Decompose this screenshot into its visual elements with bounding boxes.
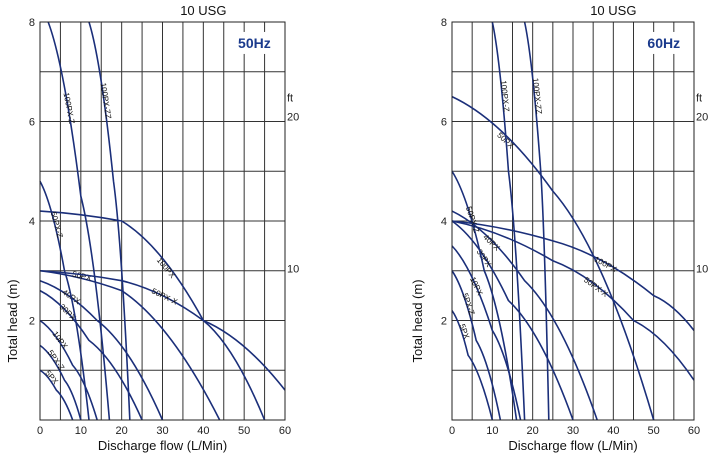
plot-frame — [451, 21, 695, 421]
ft-tick-label: 10 — [696, 263, 708, 275]
curve-5px — [451, 310, 494, 421]
x-axis-title: Discharge flow (L/Min) — [508, 438, 637, 453]
curve-30px — [39, 289, 143, 421]
y-tick-label: 6 — [441, 117, 447, 129]
curve-label: 5PX-Z — [460, 292, 476, 316]
curve-label: 50PX-X — [150, 286, 179, 306]
x-axis-title: Discharge flow (L/Min) — [98, 438, 227, 453]
curve-label: 50PX-X — [582, 275, 610, 299]
chart-panel-60hz: 0 10 20 30 40 50 60 2 4 6 8 ft 10 20 10 USG 60Hz Dischar… — [410, 3, 708, 453]
x-tick-label: 30 — [156, 425, 168, 437]
curve-label: 5PX — [43, 369, 60, 387]
x-tick-label: 40 — [197, 425, 209, 437]
x-tick-label: 50 — [238, 425, 250, 437]
x-tick-label: 0 — [449, 425, 455, 437]
curve-label: 100PX — [155, 256, 178, 281]
x-tick-label: 30 — [567, 425, 579, 437]
x-tick-label: 10 — [75, 425, 87, 437]
ft-tick-label: 20 — [287, 112, 299, 124]
curve-label: 5PX-Z — [46, 348, 66, 372]
y-axis-title: Total head (m) — [5, 279, 20, 362]
curve-100px-zz — [88, 21, 131, 421]
frequency-badge: 60Hz — [647, 35, 680, 51]
usg-label: 10 USG — [180, 3, 226, 18]
curve-50px — [451, 95, 655, 421]
curve-label: 100PX — [593, 255, 619, 275]
curve-label: 100PX-ZZ — [531, 78, 544, 115]
y-axis-title: Total head (m) — [410, 279, 425, 362]
curve-10px — [451, 245, 522, 421]
ft-unit-label: ft — [696, 93, 702, 105]
curve-label: 5PX — [458, 323, 472, 341]
y-tick-label: 2 — [29, 316, 35, 328]
plot-frame — [39, 21, 286, 421]
curve-label: 100PX-Z — [499, 80, 511, 112]
x-tick-label: 60 — [279, 425, 291, 437]
curve-10px — [39, 319, 98, 421]
curve-100px-z — [491, 21, 526, 421]
ft-unit-label: ft — [287, 93, 293, 105]
curve-5px-z — [451, 270, 502, 421]
badge-background — [233, 31, 275, 54]
curve-100px-z — [47, 21, 111, 421]
y-tick-label: 4 — [441, 216, 447, 228]
ft-tick-label: 10 — [287, 263, 299, 275]
curve-label: 50PX-Z — [49, 211, 65, 240]
x-tick-label: 0 — [37, 425, 43, 437]
curve-50px — [39, 269, 221, 421]
x-tick-label: 60 — [688, 425, 700, 437]
usg-label: 10 USG — [590, 3, 636, 18]
x-tick-label: 20 — [116, 425, 128, 437]
x-tick-label: 50 — [648, 425, 660, 437]
curve-50px-x — [39, 269, 286, 391]
ft-tick-label: 20 — [696, 112, 708, 124]
y-tick-label: 6 — [29, 117, 35, 129]
curve-label: 100PX-ZZ — [98, 82, 112, 120]
curve-label: 100PX-Z — [62, 92, 77, 125]
curve-30px — [451, 220, 574, 421]
curve-100px-zz — [523, 21, 550, 421]
x-tick-label: 40 — [607, 425, 619, 437]
y-tick-label: 4 — [29, 216, 35, 228]
y-tick-label: 8 — [441, 17, 447, 29]
badge-background — [643, 31, 684, 54]
curve-5px-z — [39, 344, 82, 421]
y-tick-label: 8 — [29, 17, 35, 29]
curve-50px-x — [451, 220, 695, 381]
frequency-badge: 50Hz — [238, 35, 271, 51]
curve-5px — [39, 369, 74, 421]
y-tick-label: 2 — [441, 316, 447, 328]
curve-100px — [451, 220, 695, 331]
chart-panel-50hz: 0 10 20 30 40 50 60 2 4 6 8 ft 10 20 10 USG 50Hz Dischar… — [5, 3, 299, 453]
x-tick-label: 20 — [527, 425, 539, 437]
x-tick-label: 10 — [486, 425, 498, 437]
curve-50px-z — [451, 170, 518, 421]
curve-50px-z — [39, 180, 90, 421]
